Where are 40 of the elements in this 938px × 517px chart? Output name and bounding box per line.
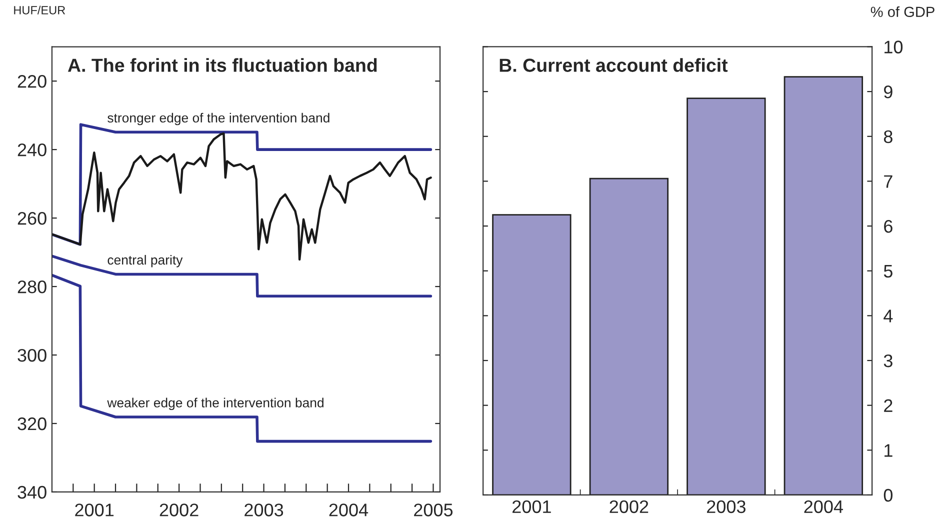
y-tick-label: 2	[884, 399, 892, 412]
bar	[589, 178, 669, 495]
series-label: stronger edge of the intervention band	[108, 112, 330, 126]
x-tick-label: 2002	[610, 500, 648, 514]
y-tick-label: 5	[884, 264, 892, 278]
series-label: weaker edge of the intervention band	[107, 398, 324, 410]
x-tick-label: 2001	[512, 500, 551, 514]
chart-title: A. The forint in its fluctuation band	[68, 58, 377, 72]
y-tick-label: 7	[884, 175, 892, 188]
bar	[686, 98, 766, 495]
y-axis-title: HUF/EUR	[14, 6, 66, 14]
bar	[492, 214, 572, 495]
y-axis-title: % of GDP	[870, 6, 934, 18]
x-tick-label: 2001	[75, 504, 114, 516]
y-tick-label: 0	[884, 488, 893, 502]
x-tick-label: 2003	[244, 504, 284, 516]
chart-title: B. Current account deficit	[500, 58, 728, 72]
x-tick-label: 2002	[160, 504, 198, 516]
y-tick-label: 300	[18, 348, 46, 362]
series-label: central parity	[108, 254, 183, 268]
line-series	[52, 254, 432, 298]
y-tick-label: 4	[884, 310, 893, 322]
line-series	[52, 274, 432, 443]
x-tick-label: 2004	[329, 504, 368, 516]
y-tick-label: 260	[18, 212, 46, 225]
y-tick-label: 3	[884, 354, 892, 368]
bar	[784, 76, 864, 495]
y-tick-label: 10	[884, 40, 903, 54]
y-tick-label: 9	[884, 85, 892, 98]
x-tick-label: 2003	[707, 500, 746, 514]
y-tick-label: 6	[884, 220, 892, 233]
y-tick-label: 280	[18, 280, 46, 294]
y-tick-label: 8	[884, 130, 892, 144]
y-tick-label: 340	[18, 486, 46, 499]
y-tick-label: 1	[884, 444, 892, 457]
x-tick-label: 2005	[414, 504, 453, 516]
y-tick-label: 320	[18, 417, 46, 430]
y-tick-label: 220	[18, 75, 46, 88]
x-tick-label: 2004	[804, 500, 843, 514]
y-tick-label: 240	[18, 144, 46, 156]
